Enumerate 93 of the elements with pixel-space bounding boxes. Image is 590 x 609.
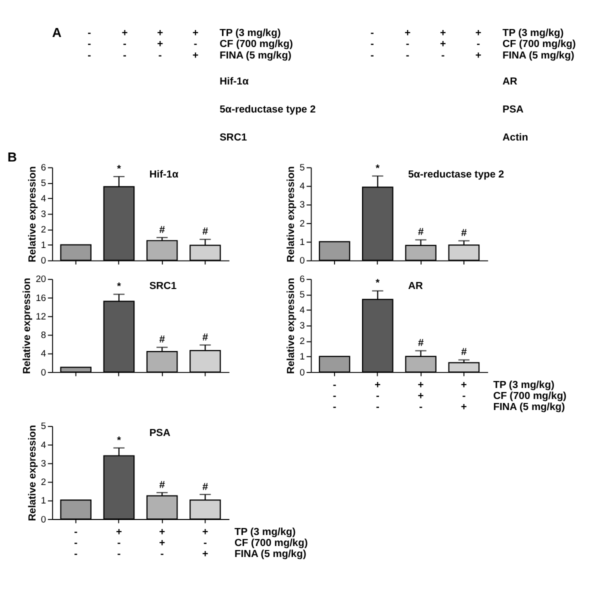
y-tick-label: 1 (300, 236, 305, 247)
y-tick-label: 4 (300, 181, 305, 192)
x-tick-label: + + - (418, 380, 424, 414)
data-label: # (418, 227, 424, 238)
text: FINA (5 mg/kg) (234, 549, 306, 560)
text: TP (3 mg/kg) (493, 380, 554, 391)
y-tick-label: 4 (300, 305, 305, 316)
y-tick-label: 1 (40, 240, 46, 250)
x-tick-label: + + - (159, 526, 166, 560)
y-tick-label: 2 (300, 218, 305, 228)
y-axis-title: Relative expression (27, 424, 38, 521)
data-label: * (116, 164, 121, 175)
y-tick-label: 4 (40, 440, 46, 450)
y-tick-label: 0 (40, 256, 46, 266)
y-axis-title: Relative expression (286, 278, 298, 374)
chart-title: AR (408, 281, 424, 292)
data-label: # (159, 224, 166, 236)
category-label: - - - (88, 28, 92, 62)
text: CF (700 mg/kg) (502, 39, 576, 50)
text: PSA (502, 104, 524, 116)
y-tick-label: 3 (40, 458, 46, 468)
text: TP (3 mg/kg) (220, 28, 281, 40)
text: AR (502, 76, 518, 88)
y-tick-label: 2 (40, 477, 46, 488)
y-tick-label: 4 (40, 348, 46, 359)
chart-title: Hif-1α (149, 170, 180, 180)
y-tick-label: 3 (40, 209, 46, 220)
y-tick-label: 6 (40, 162, 46, 173)
y-tick-label: 12 (36, 311, 46, 322)
y-tick-label: 5 (40, 421, 46, 432)
text: B (7, 150, 17, 165)
x-tick-label: - - - (332, 380, 336, 414)
text: A (52, 24, 62, 40)
y-tick-label: 3 (300, 200, 305, 210)
chart-title: 5α-reductase type 2 (408, 170, 504, 180)
y-tick-label: 0 (40, 514, 46, 524)
y-tick-label: 0 (300, 367, 305, 378)
y-tick-label: 8 (40, 330, 46, 340)
x-tick-label: + - + (202, 526, 208, 560)
y-tick-label: 2 (40, 224, 46, 235)
category-label: + + - (157, 28, 164, 62)
category-label: + - - (404, 28, 411, 62)
y-tick-label: 3 (300, 320, 305, 331)
data-label: * (376, 163, 380, 174)
y-tick-label: 6 (300, 274, 305, 284)
text: TP (3 mg/kg) (502, 28, 564, 40)
data-label: # (202, 482, 208, 493)
data-label: # (159, 480, 166, 491)
x-tick-label: + - - (116, 526, 122, 560)
text: TP (3 mg/kg) (234, 526, 296, 538)
data-label: * (376, 278, 380, 290)
data-label: # (202, 226, 208, 238)
category-label: + + - (440, 28, 446, 62)
chart-title: PSA (149, 428, 171, 440)
category-label: + - - (122, 28, 128, 62)
data-label: # (159, 334, 166, 346)
y-tick-label: 20 (36, 274, 46, 284)
y-axis-title: Relative expression (22, 278, 34, 374)
text: FINA (5 mg/kg) (220, 50, 292, 62)
y-tick-label: 1 (300, 352, 305, 362)
y-tick-label: 0 (40, 367, 46, 378)
data-label: # (461, 228, 468, 240)
text: CF (700 mg/kg) (234, 538, 308, 550)
data-label: # (202, 332, 208, 344)
text: 5α-reductase type 2 (220, 104, 316, 116)
text: CF (700 mg/kg) (220, 39, 293, 50)
x-tick-label: + - - (374, 380, 381, 414)
data-label: * (116, 282, 121, 293)
y-tick-label: 0 (300, 256, 305, 266)
text: Actin (502, 132, 528, 144)
data-label: # (461, 347, 468, 358)
y-axis-title: Relative expression (27, 166, 38, 262)
text: Hif-1α (220, 76, 250, 88)
y-tick-label: 5 (40, 178, 46, 188)
text: CF (700 mg/kg) (493, 390, 566, 402)
y-tick-label: 16 (36, 292, 46, 303)
text: FINA (5 mg/kg) (493, 402, 565, 414)
category-label: + - + (192, 28, 198, 62)
text: SRC1 (220, 132, 248, 144)
text: FINA (5 mg/kg) (502, 50, 574, 62)
category-label: + - + (475, 28, 482, 62)
x-tick-label: - - - (74, 526, 78, 560)
y-tick-label: 4 (40, 194, 46, 204)
y-tick-label: 1 (40, 496, 46, 506)
y-tick-label: 5 (300, 290, 305, 300)
y-tick-label: 5 (300, 162, 305, 173)
data-label: * (116, 435, 121, 446)
category-label: - - - (370, 28, 374, 62)
data-label: # (418, 338, 424, 350)
x-tick-label: + - + (460, 380, 467, 414)
y-axis-title: Relative expression (286, 166, 298, 262)
y-tick-label: 2 (300, 336, 305, 346)
chart-title: SRC1 (149, 281, 177, 292)
